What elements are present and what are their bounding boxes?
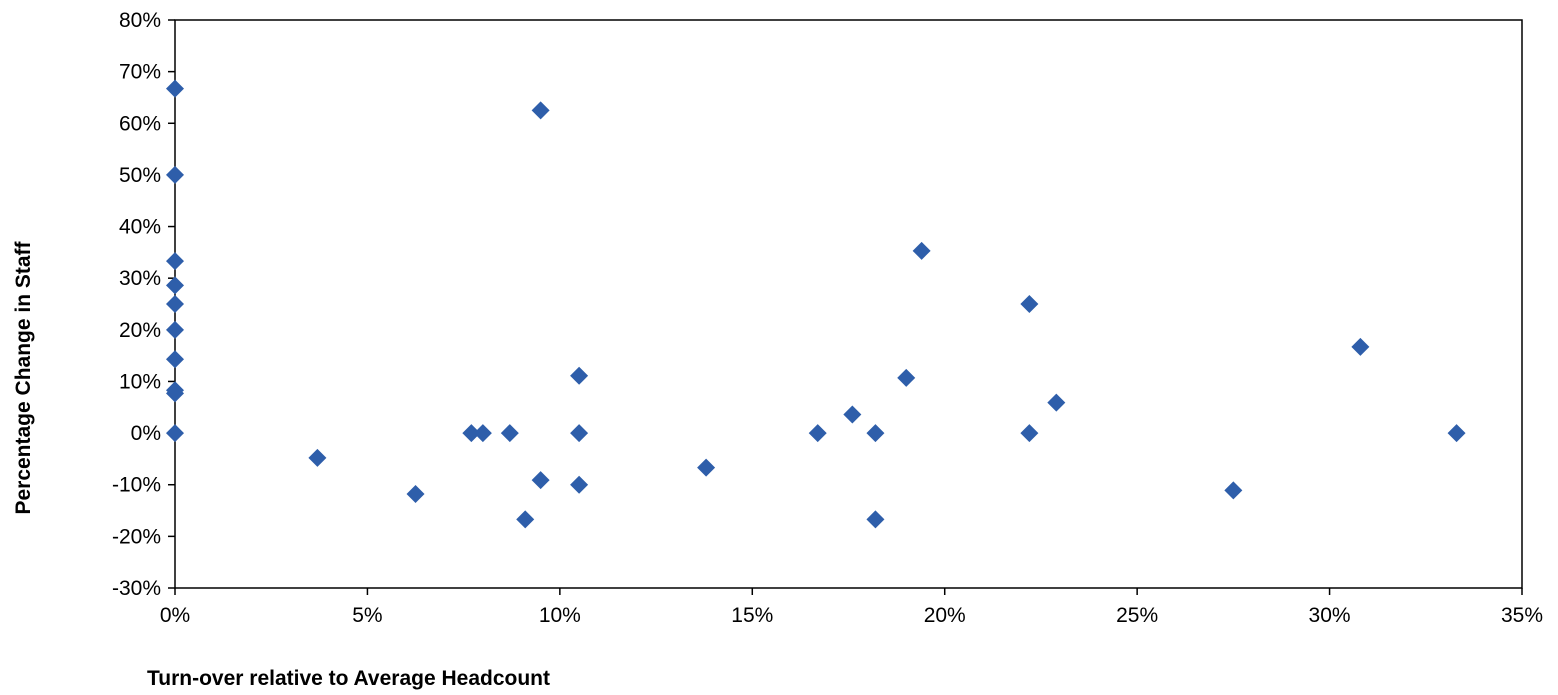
data-point — [166, 320, 184, 339]
data-point — [166, 295, 184, 313]
data-point — [697, 458, 716, 477]
data-point — [843, 405, 862, 424]
x-tick-label: 30% — [1309, 604, 1351, 627]
data-points — [166, 79, 1466, 529]
data-point — [166, 79, 184, 98]
y-tick-label: 10% — [119, 370, 161, 393]
data-point — [166, 384, 184, 403]
data-point — [166, 424, 184, 443]
data-point — [531, 471, 550, 490]
y-tick-label: 20% — [119, 319, 161, 342]
y-tick-label: 60% — [119, 112, 161, 135]
x-axis-title: Turn-over relative to Average Headcount — [147, 667, 550, 690]
y-tick-label: -30% — [112, 577, 161, 600]
x-tick-label: 15% — [731, 604, 773, 627]
data-point — [166, 350, 184, 369]
x-tick-label: 35% — [1501, 604, 1543, 627]
y-axis: -30% -20% -10% 0% 10% 20% 30% 40% 50% 60% 70% 80% — [112, 9, 175, 600]
data-point — [1047, 393, 1066, 412]
data-point — [808, 424, 827, 443]
y-tick-label: 30% — [119, 267, 161, 290]
x-tick-label: 25% — [1116, 604, 1158, 627]
data-point — [166, 165, 184, 184]
data-point — [500, 424, 519, 443]
y-tick-label: -10% — [112, 474, 161, 497]
data-point — [531, 101, 550, 120]
y-axis-title: Percentage Change in Staff — [12, 240, 35, 514]
data-point — [1020, 295, 1039, 313]
y-tick-label: 50% — [119, 164, 161, 187]
data-point — [1447, 424, 1466, 443]
x-axis: 0% 5% 10% 15% 20% 25% 30% 35% — [160, 588, 1543, 627]
y-tick-label: 0% — [131, 422, 161, 445]
data-point — [473, 424, 492, 443]
data-point — [570, 366, 589, 385]
y-tick-label: 80% — [119, 9, 161, 32]
data-point — [912, 241, 931, 260]
y-tick-label: 40% — [119, 216, 161, 239]
data-point — [897, 368, 916, 387]
data-point — [1224, 481, 1243, 500]
data-point — [1020, 424, 1039, 443]
plot-area — [174, 19, 1523, 589]
plot-border — [174, 19, 1523, 589]
data-point — [166, 252, 184, 271]
data-point — [308, 448, 327, 467]
data-point — [570, 424, 589, 443]
data-point — [570, 475, 589, 494]
x-tick-label: 0% — [160, 604, 190, 627]
y-tick-label: 70% — [119, 61, 161, 84]
x-tick-label: 20% — [924, 604, 966, 627]
data-point — [866, 424, 885, 443]
data-point — [406, 485, 425, 504]
data-point — [866, 510, 885, 529]
x-tick-label: 10% — [539, 604, 581, 627]
data-point — [516, 510, 535, 529]
data-point — [1351, 337, 1370, 356]
x-tick-label: 5% — [352, 604, 382, 627]
data-point — [166, 276, 184, 295]
y-tick-label: -20% — [112, 525, 161, 548]
data-point — [462, 424, 481, 443]
